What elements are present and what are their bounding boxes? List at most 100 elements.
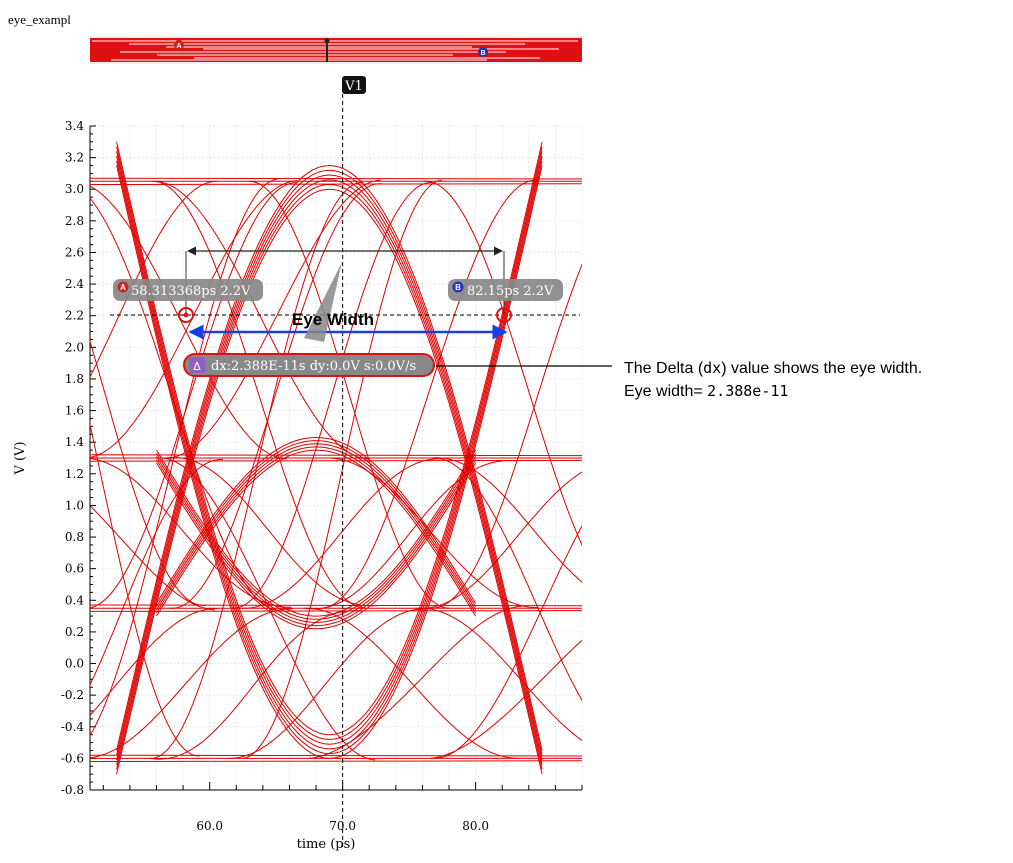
eye-trace [116,151,543,745]
eye-trace [90,608,293,759]
callout-line1-pre: The Delta ( [624,360,704,377]
eye-trace [167,179,381,459]
y-tick-label: 1.8 [65,372,84,386]
y-tick-label: -0.6 [61,751,84,765]
eye-trace [90,183,582,185]
eye-trace [116,165,543,759]
eye-trace [90,454,582,457]
eye-trace [90,459,223,687]
y-tick-label: 0.2 [65,625,84,639]
eye-trace [90,604,582,607]
y-tick-label: 2.6 [65,245,84,259]
marker-a-readout: 58.313368ps 2.2V [131,284,251,299]
eye-trace [90,608,218,716]
eye-trace [414,471,582,610]
y-tick-label: 2.8 [65,214,84,228]
eye-trace [435,524,582,759]
callout-line1-code: dx [703,359,722,377]
eye-trace [156,453,477,620]
x-tick-label: 70.0 [329,819,356,833]
y-tick-label: 1.6 [65,404,84,418]
y-tick-label: -0.4 [61,720,85,734]
eye-trace [116,169,543,756]
callout-line2-code: 2.388e-11 [707,382,789,400]
eye-trace [116,160,543,755]
y-tick-label: 1.2 [65,467,84,481]
v1-marker-tag[interactable] [342,76,366,94]
overview-marker-a-icon[interactable] [174,40,184,50]
marker-b-readout: 82.15ps 2.2V [467,284,554,299]
eye-trace [423,180,582,547]
eye-trace [169,183,383,609]
eye-trace [90,422,200,757]
eye-trace [116,146,543,740]
eye-trace [162,457,376,761]
callout-line2-pre: Eye width= [624,383,708,400]
overview-marker-b-icon[interactable] [478,47,488,57]
eye-width-label: Eye Width [292,310,374,329]
eye-trace [156,456,477,623]
marker-b[interactable]: B 82.15ps 2.2V [448,279,563,323]
x-axis: 60.0 70.0 80.0 [102,782,583,833]
y-axis-label: V (V) [13,441,28,475]
eye-trace [116,188,543,775]
eye-trace [152,180,366,609]
eye-trace [116,155,543,750]
marker-a-icon [117,281,129,293]
eye-trace [156,443,477,611]
eye-trace [156,449,477,617]
eye-trace [116,141,543,736]
eye-trace [90,754,582,757]
delta-badge: Δ [193,360,201,373]
eye-trace [156,446,477,614]
eye-trace [155,180,369,460]
y-tick-label: -0.2 [61,688,84,702]
v1-marker-label: V1 [344,79,363,94]
eye-trace [241,458,441,609]
eye-trace [90,610,582,612]
eye-trace [156,436,477,604]
eye-traces [90,141,582,775]
eye-trace [90,182,298,609]
y-tick-label: 2.2 [65,309,84,323]
eye-trace [90,180,217,378]
y-tick-label: 2.4 [65,277,84,291]
y-tick-label: 0.4 [65,593,84,607]
y-tick-label: 0.8 [65,530,84,544]
page-title: eye_exampl [8,12,71,27]
y-tick-label: -0.8 [61,783,84,797]
delta-readout-text: dx:2.388E-11s dy:0.0V s:0.0V/s [211,359,416,374]
eye-trace [226,608,427,759]
eye-trace [116,183,543,770]
eye-trace [156,459,477,627]
y-tick-label: 3.4 [65,119,84,133]
overview-marker-b-label: B [480,50,485,57]
callout-line1-post: ) value shows the eye width. [721,360,923,377]
overview-strip[interactable]: A B [90,36,582,64]
eye-trace [149,181,363,759]
eye-trace [150,610,363,760]
eye-trace [116,179,543,765]
marker-a[interactable]: A 58.313368ps 2.2V [113,279,263,323]
eye-trace [156,440,477,607]
x-tick-label: 80.0 [462,819,489,833]
eye-trace [232,182,432,609]
y-tick-label: 1.0 [65,498,84,512]
callout-note: The Delta (dx) value shows the eye width… [624,357,922,403]
y-tick-label: 1.4 [65,435,84,449]
y-tick-label: 0.6 [65,562,84,576]
eye-trace [90,459,582,462]
marker-a-badge: A [120,283,126,292]
x-axis-label: time (ps) [297,837,356,852]
y-tick-label: 3.2 [65,151,84,165]
x-tick-label: 60.0 [196,819,223,833]
eye-trace [321,179,535,609]
eye-trace [305,607,519,759]
y-tick-label: 0.0 [65,657,84,671]
delta-readout[interactable]: Δ dx:2.388E-11s dy:0.0V s:0.0V/s [183,353,435,377]
eye-trace [90,178,278,737]
marker-b-badge: B [455,283,461,292]
y-tick-label: 3.0 [65,182,84,196]
eye-trace [90,760,582,762]
